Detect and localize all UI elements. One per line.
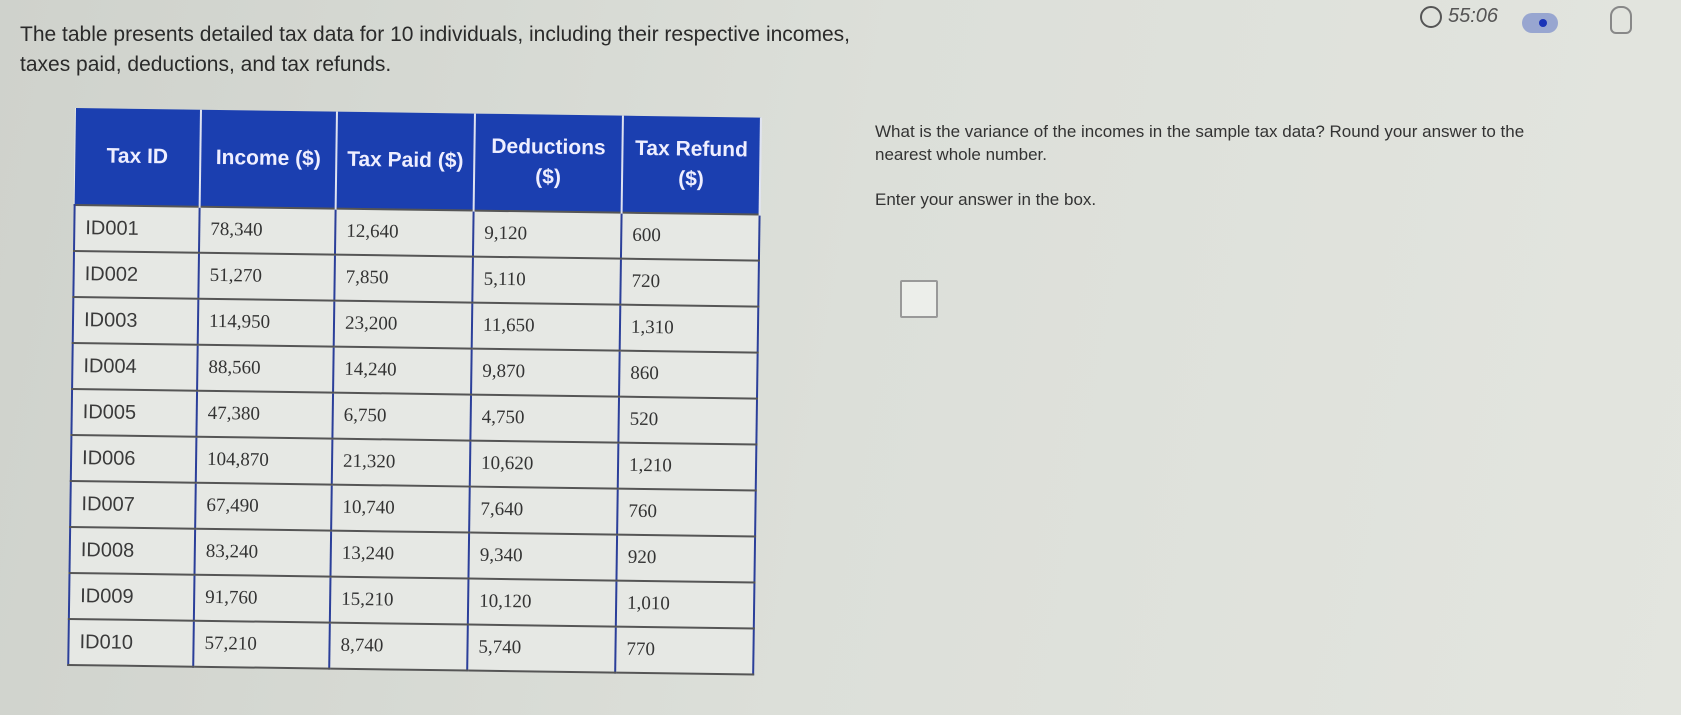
table-cell: 920 bbox=[616, 534, 756, 583]
lightbulb-icon[interactable] bbox=[1610, 6, 1632, 34]
column-header: Tax ID bbox=[74, 108, 201, 207]
table-cell: 13,240 bbox=[330, 530, 470, 579]
intro-text: The table presents detailed tax data for… bbox=[20, 23, 850, 76]
table-cell: 83,240 bbox=[194, 528, 332, 577]
table-cell: 1,310 bbox=[619, 304, 759, 353]
table-cell: 9,120 bbox=[472, 210, 622, 259]
table-cell: ID006 bbox=[70, 434, 197, 483]
table-cell: 10,120 bbox=[467, 578, 617, 627]
column-header: Tax Paid ($) bbox=[335, 111, 475, 211]
table-cell: 21,320 bbox=[331, 438, 471, 487]
table-cell: 7,640 bbox=[469, 486, 618, 535]
tax-data-table: Tax ID Income ($) Tax Paid ($) Deductions (… bbox=[67, 108, 762, 676]
toggle-switch[interactable] bbox=[1522, 13, 1558, 33]
table-cell: 8,740 bbox=[329, 622, 468, 671]
table-cell: 91,760 bbox=[193, 574, 331, 623]
table-cell: ID007 bbox=[70, 480, 196, 529]
table-row: ID010 57,210 8,740 5,740 770 bbox=[68, 618, 754, 675]
timer-text: 55:06 bbox=[1448, 5, 1499, 27]
table-cell: ID009 bbox=[68, 572, 195, 621]
table-cell: 10,620 bbox=[469, 440, 619, 489]
table-cell: ID002 bbox=[73, 251, 199, 299]
column-header: Deductions ($) bbox=[473, 113, 623, 213]
table-header-row: Tax ID Income ($) Tax Paid ($) Deductions (… bbox=[74, 108, 761, 215]
table-cell: 88,560 bbox=[197, 344, 334, 393]
table-cell: 67,490 bbox=[195, 482, 332, 531]
table-cell: 114,950 bbox=[197, 298, 335, 347]
table-cell: 7,850 bbox=[334, 254, 473, 303]
table-cell: ID001 bbox=[74, 205, 200, 253]
toggle-knob bbox=[1539, 19, 1547, 27]
table-cell: 760 bbox=[617, 488, 756, 537]
table-cell: 11,650 bbox=[471, 302, 621, 351]
table-cell: 5,110 bbox=[472, 256, 621, 305]
clock-icon bbox=[1420, 5, 1442, 28]
table-cell: 770 bbox=[615, 626, 754, 675]
table-cell: 5,740 bbox=[467, 624, 616, 673]
table-cell: 9,870 bbox=[471, 348, 620, 397]
table-cell: 600 bbox=[620, 212, 760, 261]
table-cell: 9,340 bbox=[468, 532, 618, 581]
table-cell: 1,210 bbox=[617, 442, 757, 491]
question-text: What is the variance of the incomes in t… bbox=[875, 122, 1525, 164]
table-cell: 860 bbox=[619, 350, 758, 399]
instruction-text: Enter your answer in the box. bbox=[875, 190, 1097, 209]
table-cell: 23,200 bbox=[333, 300, 473, 349]
table-cell: 57,210 bbox=[193, 620, 330, 669]
table-cell: 14,240 bbox=[333, 346, 472, 395]
column-header: Income ($) bbox=[199, 109, 337, 209]
table-cell: ID010 bbox=[68, 618, 194, 667]
table-cell: 51,270 bbox=[198, 252, 335, 301]
answer-input[interactable] bbox=[900, 280, 938, 318]
table-cell: 4,750 bbox=[470, 394, 620, 443]
table-cell: 12,640 bbox=[334, 208, 474, 257]
table-cell: 10,740 bbox=[331, 484, 470, 533]
table-cell: 78,340 bbox=[198, 206, 336, 255]
table-cell: 1,010 bbox=[615, 580, 755, 629]
table-cell: 720 bbox=[620, 258, 759, 307]
table-cell: ID004 bbox=[72, 342, 198, 391]
table-cell: 104,870 bbox=[195, 436, 333, 485]
table-cell: ID005 bbox=[71, 388, 198, 437]
table-cell: ID008 bbox=[69, 526, 196, 575]
table-cell: 47,380 bbox=[196, 390, 334, 439]
table-cell: ID003 bbox=[72, 296, 199, 345]
table-cell: 15,210 bbox=[329, 576, 469, 625]
table-cell: 6,750 bbox=[332, 392, 472, 441]
table-cell: 520 bbox=[618, 396, 758, 445]
timer: 55:06 bbox=[1420, 5, 1498, 28]
column-header: Tax Refund ($) bbox=[621, 115, 761, 215]
